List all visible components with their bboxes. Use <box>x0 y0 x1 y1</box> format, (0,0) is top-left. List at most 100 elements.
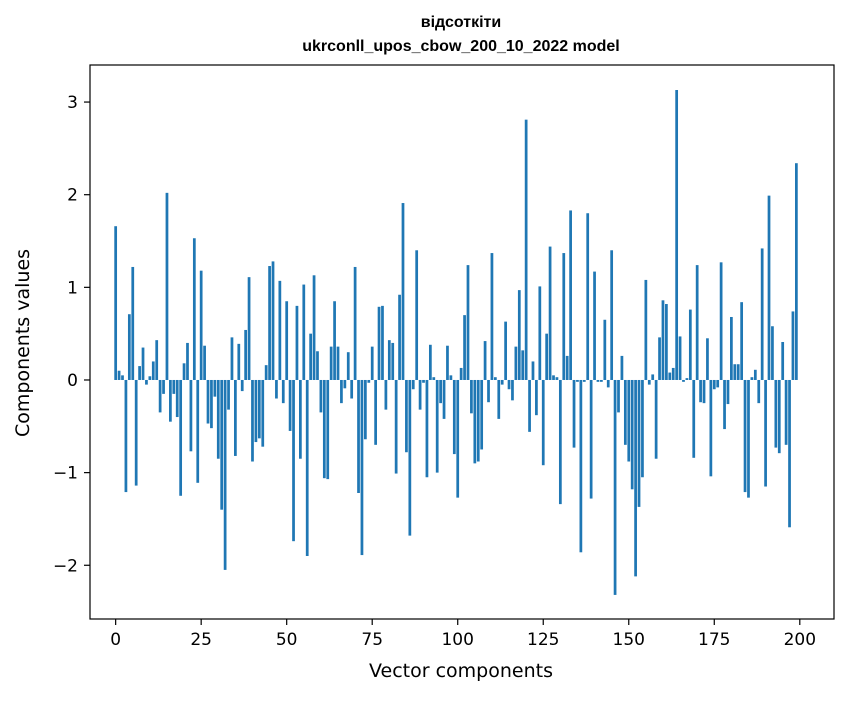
bar <box>565 355 569 380</box>
bar <box>589 379 593 499</box>
bar <box>449 375 453 380</box>
bar <box>712 379 716 390</box>
bar <box>251 379 254 462</box>
bar <box>764 379 767 487</box>
bar <box>435 379 439 473</box>
bar <box>326 379 330 480</box>
bar <box>340 379 343 404</box>
bar <box>606 379 610 388</box>
bar <box>730 316 733 380</box>
bar <box>415 250 419 380</box>
bar <box>576 379 579 382</box>
bar <box>706 338 709 380</box>
bar <box>600 379 603 382</box>
bar <box>452 379 456 455</box>
bar <box>569 210 572 380</box>
bar <box>641 379 644 478</box>
bar <box>582 379 586 382</box>
bar <box>203 345 206 380</box>
bar <box>514 346 518 380</box>
bar <box>343 379 347 389</box>
bar <box>733 364 737 380</box>
bar <box>384 379 388 410</box>
bar <box>795 163 798 380</box>
bar <box>788 379 791 528</box>
bar <box>288 379 292 431</box>
bar <box>377 306 381 380</box>
bar <box>158 379 162 413</box>
bar <box>699 379 702 403</box>
bar <box>333 301 336 380</box>
bar <box>757 379 761 404</box>
bar <box>206 379 210 424</box>
x-tick-label: 75 <box>361 630 383 650</box>
bar <box>668 372 672 380</box>
bar <box>781 342 785 380</box>
bar <box>791 311 795 380</box>
x-tick-label: 50 <box>276 630 298 650</box>
bar <box>552 375 555 380</box>
chart-title: відсоткіти <box>421 14 501 31</box>
bar <box>230 337 234 380</box>
bar <box>473 379 477 464</box>
bar <box>227 379 230 410</box>
bar <box>305 379 309 556</box>
bar <box>777 379 781 454</box>
bar <box>322 379 326 479</box>
bar <box>169 379 172 422</box>
bar <box>743 379 747 493</box>
bar <box>490 253 494 380</box>
bar <box>538 286 542 380</box>
bar <box>350 379 354 399</box>
bar <box>637 379 641 507</box>
y-axis-ticks: −2 −1 0 1 2 3 <box>53 93 90 576</box>
chart-subtitle: ukrconll_upos_cbow_200_10_2022 model <box>302 38 619 55</box>
bar <box>651 374 655 380</box>
bar <box>367 379 371 383</box>
bar <box>671 367 675 380</box>
bar <box>247 277 251 380</box>
bar <box>750 377 754 380</box>
bar <box>264 365 268 380</box>
x-tick-label: 125 <box>527 630 559 650</box>
bar <box>175 379 179 418</box>
bar <box>257 379 261 439</box>
bar <box>771 326 774 380</box>
bar <box>124 379 128 493</box>
bar <box>145 379 148 385</box>
bar <box>541 379 545 466</box>
bar <box>504 321 507 380</box>
bar <box>292 379 295 542</box>
bar <box>418 379 422 410</box>
x-tick-label: 175 <box>698 630 730 650</box>
bar <box>432 377 436 380</box>
y-tick-label: −2 <box>53 556 78 576</box>
bar <box>555 377 559 380</box>
bar <box>210 379 213 429</box>
bar <box>182 363 186 380</box>
bar <box>610 250 614 380</box>
y-tick-label: 2 <box>67 186 78 206</box>
bar <box>302 284 306 380</box>
bar <box>548 246 552 380</box>
bar <box>192 238 196 380</box>
bar <box>470 379 473 414</box>
bar <box>319 379 323 413</box>
bar <box>411 379 415 390</box>
bar <box>695 265 699 380</box>
bar <box>493 377 497 380</box>
bar <box>476 379 480 462</box>
bar <box>117 370 121 380</box>
bar <box>316 351 319 380</box>
bar <box>442 379 446 419</box>
bar <box>692 379 696 458</box>
bar <box>428 344 432 380</box>
bar <box>422 379 425 383</box>
bar <box>723 379 726 430</box>
bar <box>196 379 200 483</box>
bar <box>121 375 124 380</box>
bar <box>275 379 278 399</box>
bar <box>134 379 138 486</box>
